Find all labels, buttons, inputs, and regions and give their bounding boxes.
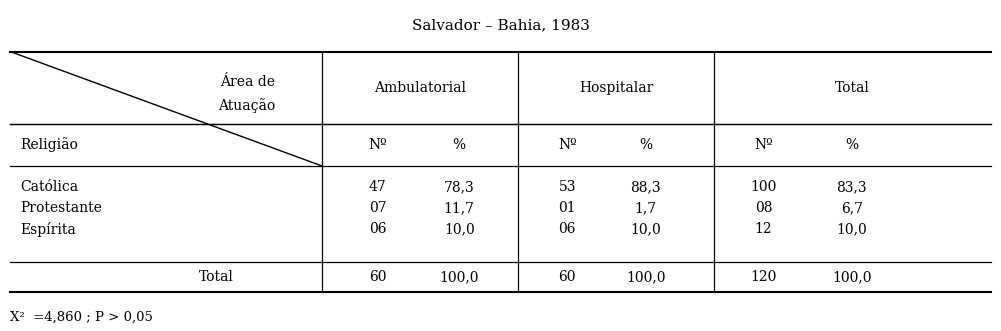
Text: Salvador – Bahia, 1983: Salvador – Bahia, 1983 bbox=[411, 18, 590, 32]
Text: 47: 47 bbox=[369, 180, 386, 194]
Text: 08: 08 bbox=[755, 201, 772, 215]
Text: 06: 06 bbox=[559, 222, 576, 236]
Text: 60: 60 bbox=[559, 270, 576, 284]
Text: 88,3: 88,3 bbox=[631, 180, 661, 194]
Text: 100,0: 100,0 bbox=[832, 270, 872, 284]
Text: Religião: Religião bbox=[20, 137, 78, 152]
Text: %: % bbox=[639, 138, 653, 152]
Text: Hospitalar: Hospitalar bbox=[579, 81, 654, 95]
Text: 01: 01 bbox=[559, 201, 576, 215]
Text: 11,7: 11,7 bbox=[443, 201, 474, 215]
Text: Ambulatorial: Ambulatorial bbox=[374, 81, 466, 95]
Text: Atuação: Atuação bbox=[217, 98, 275, 113]
Text: 6,7: 6,7 bbox=[841, 201, 863, 215]
Text: 10,0: 10,0 bbox=[631, 222, 661, 236]
Text: 10,0: 10,0 bbox=[443, 222, 474, 236]
Text: Protestante: Protestante bbox=[20, 201, 102, 215]
Text: %: % bbox=[845, 138, 858, 152]
Text: 60: 60 bbox=[369, 270, 386, 284]
Text: Nº: Nº bbox=[558, 138, 577, 152]
Text: Nº: Nº bbox=[754, 138, 773, 152]
Text: 100: 100 bbox=[750, 180, 777, 194]
Text: Católica: Católica bbox=[20, 180, 78, 194]
Text: %: % bbox=[452, 138, 465, 152]
Text: Espírita: Espírita bbox=[20, 222, 75, 237]
Text: 100,0: 100,0 bbox=[626, 270, 666, 284]
Text: 78,3: 78,3 bbox=[443, 180, 474, 194]
Text: 120: 120 bbox=[750, 270, 777, 284]
Text: 1,7: 1,7 bbox=[635, 201, 657, 215]
Text: X²  =4,860 ; P > 0,05: X² =4,860 ; P > 0,05 bbox=[10, 310, 153, 323]
Text: Área de: Área de bbox=[220, 74, 275, 89]
Text: 06: 06 bbox=[369, 222, 386, 236]
Text: Total: Total bbox=[835, 81, 870, 95]
Text: Nº: Nº bbox=[368, 138, 387, 152]
Text: 10,0: 10,0 bbox=[836, 222, 867, 236]
Text: 07: 07 bbox=[369, 201, 386, 215]
Text: Total: Total bbox=[198, 270, 233, 284]
Text: 83,3: 83,3 bbox=[837, 180, 867, 194]
Text: 53: 53 bbox=[559, 180, 576, 194]
Text: 12: 12 bbox=[755, 222, 772, 236]
Text: 100,0: 100,0 bbox=[439, 270, 479, 284]
